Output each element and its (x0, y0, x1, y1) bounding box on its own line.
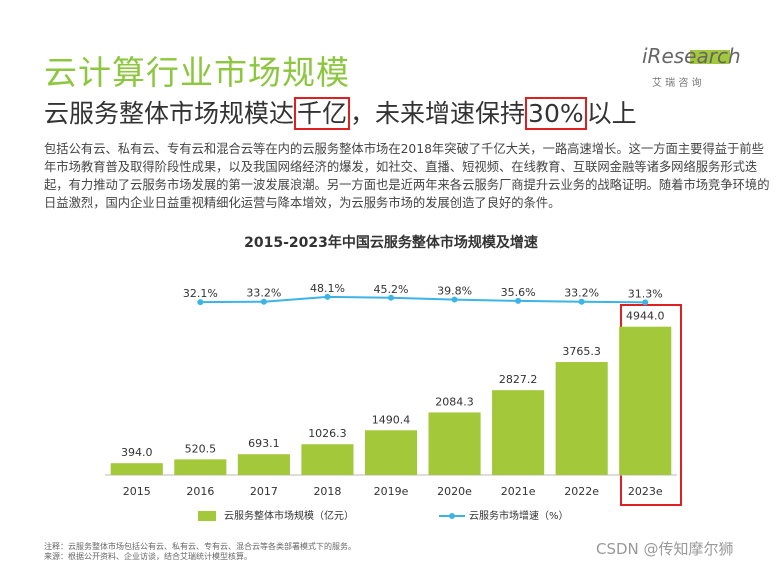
paragraph: 包括公有云、私有云、专有云和混合云等在内的云服务整体市场在2018年突破了千亿大… (44, 142, 770, 210)
value-label: 32.1% (183, 287, 218, 300)
bar (364, 430, 418, 475)
bar (174, 459, 227, 475)
legend-label: 云服务市场增速（%） (469, 509, 569, 522)
legend-swatch (198, 511, 216, 521)
line (200, 295, 646, 304)
notes: 注释：云服务整体市场包括公有云、私有云、专有云、混合云等各类部署模式下的服务。 … (44, 542, 356, 562)
point (324, 293, 331, 300)
legend-swatch (449, 513, 455, 519)
x-tick-label: 2022e (564, 485, 599, 498)
x-tick-label: 2017 (250, 485, 278, 498)
value-label: 2827.2 (499, 373, 538, 386)
value-label: 394.0 (121, 446, 153, 459)
value-label: 39.8% (437, 285, 472, 298)
x-tick-label: 2023e (628, 485, 663, 498)
value-label: 1026.3 (308, 427, 347, 440)
bar (301, 444, 354, 475)
value-label: 4944.0 (626, 310, 665, 323)
value-label: 33.2% (564, 287, 599, 300)
note: 来源：根据公开资料、企业访谈，结合艾瑞统计模型核算。 (44, 552, 252, 561)
note: 注释：云服务整体市场包括公有云、私有云、专有云、混合云等各类部署模式下的服务。 (44, 542, 356, 551)
point (260, 298, 267, 305)
logo-sub: 艾 瑞 咨 询 (652, 78, 702, 89)
x-tick-label: 2020e (437, 485, 472, 498)
point (197, 299, 204, 306)
legend-label: 云服务整体市场规模（亿元） (224, 509, 354, 522)
bar (619, 326, 672, 475)
value-label: 693.1 (248, 437, 280, 450)
subtitle-part: 云服务整体市场规模达 (44, 99, 295, 128)
watermark: CSDN @传知摩尔狮 (596, 540, 734, 558)
subtitle-highlight: 30% (525, 97, 587, 130)
point (642, 299, 649, 306)
point (515, 297, 522, 304)
bar (428, 412, 481, 475)
subtitle: 云服务整体市场规模达 千亿 ，未来增速保持 30% 以上 (44, 94, 637, 130)
subtitle-part: ，未来增速保持 (350, 99, 526, 128)
logo-bar (690, 50, 730, 64)
value-label: 31.3% (628, 287, 663, 300)
x-tick-label: 2018 (313, 485, 341, 498)
bar (555, 362, 608, 475)
chart-title: 2015-2023年中国云服务整体市场规模及增速 (244, 234, 538, 251)
x-tick-label: 2016 (186, 485, 214, 498)
bar (492, 390, 545, 475)
subtitle-highlight: 千亿 (294, 97, 351, 130)
bar (110, 463, 163, 475)
point (451, 296, 458, 303)
x-tick-label: 2021e (501, 485, 536, 498)
title: 云计算行业市场规模 (44, 53, 350, 92)
value-label: 2084.3 (435, 395, 474, 408)
value-label: 520.5 (185, 442, 217, 455)
x-tick-label: 2015 (123, 485, 151, 498)
value-label: 48.1% (310, 282, 345, 295)
value-label: 1490.4 (372, 413, 411, 426)
x-tick-label: 2019e (374, 485, 409, 498)
value-label: 35.6% (501, 286, 536, 299)
bar (237, 454, 290, 475)
subtitle-part: 以上 (586, 99, 637, 128)
value-label: 33.2% (246, 287, 281, 300)
value-label: 45.2% (374, 283, 409, 296)
point (578, 298, 585, 305)
value-label: 3765.3 (562, 345, 601, 358)
point (388, 294, 394, 301)
logo: iResearch (642, 44, 741, 68)
